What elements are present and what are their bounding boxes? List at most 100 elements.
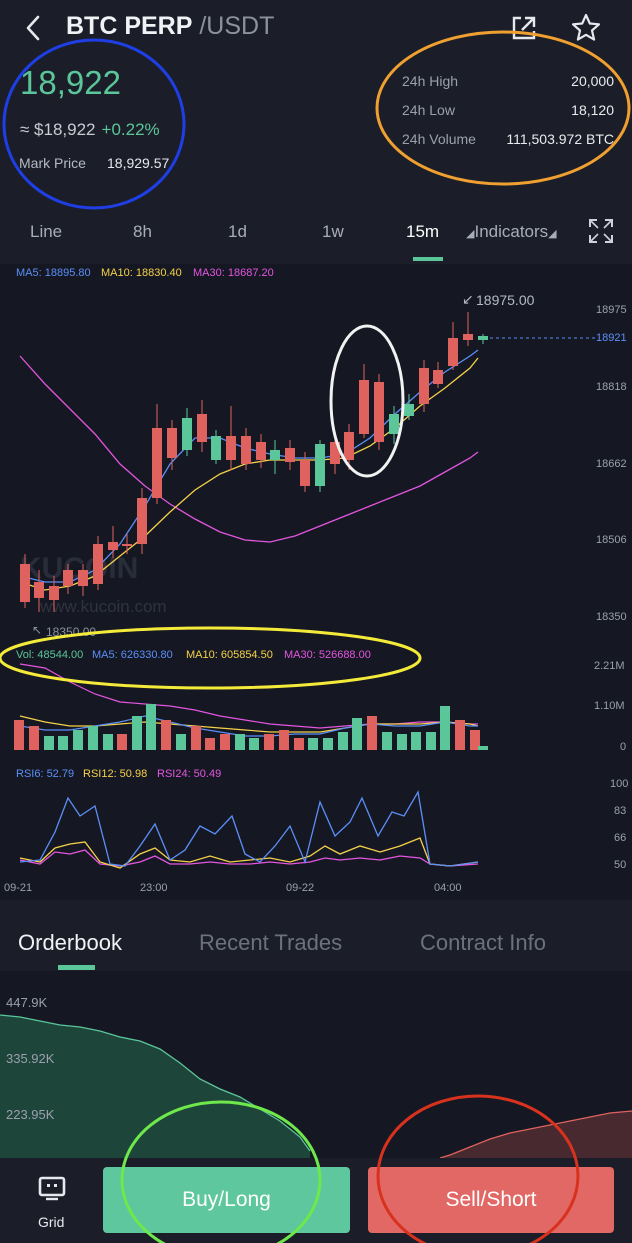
- stat-high-label: 24h High: [402, 73, 459, 89]
- low-marker: 18350.00: [46, 625, 96, 639]
- volume-bar: [235, 734, 245, 750]
- bottom-annotations: [120, 1094, 580, 1243]
- x-label-3: 09-22: [286, 882, 314, 894]
- volume-bar: [411, 732, 421, 750]
- candle-body: [389, 414, 399, 434]
- watermark-url: www.kucoin.com: [39, 597, 167, 616]
- candle-body: [182, 418, 192, 450]
- vol-label-2: 1.10M: [594, 700, 625, 712]
- tab-8h[interactable]: 8h: [133, 222, 152, 241]
- price-change: +0.22%: [101, 120, 160, 139]
- candle-body: [93, 544, 103, 584]
- volume-bar: [470, 730, 480, 750]
- ma5-line: [19, 349, 479, 583]
- depth-chart[interactable]: 447.9K 335.92K 223.95K: [0, 971, 632, 1158]
- candle-body: [49, 586, 59, 600]
- rsi12-line: [19, 837, 479, 869]
- mark-price-label: Mark Price: [19, 155, 86, 171]
- annotation-circle-white: [329, 324, 405, 478]
- vol-label-3: 0: [620, 741, 626, 753]
- ma30-legend: MA30: 18687.20: [193, 267, 274, 279]
- x-label-4: 04:00: [434, 882, 462, 894]
- candle-body: [78, 570, 88, 586]
- vol-ma5-line: [19, 715, 478, 737]
- volume-bar: [323, 738, 333, 750]
- vol-legend: Vol: 48544.00: [16, 649, 83, 661]
- ask-depth-line: [439, 1110, 632, 1158]
- current-price-label: 18921: [596, 332, 627, 344]
- stat-low-label: 24h Low: [402, 102, 455, 118]
- chart-panel[interactable]: [0, 264, 632, 900]
- triangle-left-icon: ◢: [466, 228, 475, 240]
- volume-bar: [176, 734, 186, 750]
- candlestick-chart[interactable]: MA5: 18895.80 MA10: 18830.40 MA30: 18687…: [0, 264, 632, 900]
- candle-body: [344, 432, 354, 460]
- fullscreen-icon[interactable]: [588, 218, 614, 244]
- candle-body: [419, 368, 429, 404]
- y-label-1: 18975: [596, 304, 627, 316]
- tab-1w[interactable]: 1w: [322, 222, 344, 241]
- candle-body: [285, 448, 295, 462]
- ask-depth-area: [440, 1111, 632, 1158]
- rsi-label-1: 100: [610, 778, 628, 790]
- high-marker: 18975.00: [476, 292, 535, 308]
- candle-body: [448, 338, 458, 366]
- depth-label-1: 447.9K: [6, 995, 48, 1010]
- candle-body: [108, 542, 118, 550]
- x-label-1: 09-21: [4, 882, 32, 894]
- orderbook-tabs: Orderbook Recent Trades Contract Info: [0, 915, 632, 971]
- candle-body: [211, 436, 221, 460]
- candles-group: [20, 312, 488, 612]
- tab-indicator: [413, 257, 443, 261]
- volume-bar: [117, 734, 127, 750]
- annotation-circle-blue: [2, 38, 186, 210]
- candle-body: [359, 380, 369, 434]
- tab-15m[interactable]: 15m: [406, 222, 440, 241]
- back-icon[interactable]: [22, 14, 46, 42]
- tab-contract-info[interactable]: Contract Info: [420, 930, 546, 955]
- tab-recent-trades[interactable]: Recent Trades: [199, 930, 343, 955]
- tab-indicators[interactable]: ◢Indicators◢: [466, 222, 557, 242]
- volume-bar: [279, 730, 289, 750]
- candle-body: [374, 382, 384, 442]
- approx-value: ≈ $18,922: [20, 120, 96, 139]
- stat-high-value: 20,000: [571, 73, 614, 89]
- stat-volume-label: 24h Volume: [402, 131, 476, 147]
- tab-1d[interactable]: 1d: [228, 222, 247, 241]
- candle-body: [315, 444, 325, 486]
- candle-body: [197, 414, 207, 442]
- candle-body: [122, 544, 132, 546]
- buy-long-button[interactable]: Buy/Long: [103, 1167, 350, 1233]
- y-label-5: 18350: [596, 611, 627, 623]
- candle-body: [34, 582, 44, 598]
- tab-orderbook[interactable]: Orderbook: [18, 930, 122, 955]
- volume-bar: [88, 726, 98, 750]
- vol-ma30-legend: MA30: 526688.00: [284, 649, 371, 661]
- annotation-circle-orange: [375, 30, 631, 186]
- candle-body: [270, 450, 280, 460]
- vol-ma5-legend: MA5: 626330.80: [92, 649, 173, 661]
- volume-bar: [205, 738, 215, 750]
- candle-body: [241, 436, 251, 464]
- rsi6-line: [19, 790, 479, 867]
- indicators-label: Indicators: [474, 222, 549, 241]
- y-label-2: 18818: [596, 381, 627, 393]
- stat-volume-value: 111,503.972 BTC: [506, 131, 614, 147]
- candle-body: [20, 564, 30, 602]
- grid-bot-icon[interactable]: [37, 1175, 67, 1201]
- depth-label-3: 223.95K: [6, 1107, 55, 1122]
- bid-depth-line: [0, 1014, 311, 1152]
- volume-bar: [73, 730, 83, 750]
- y-label-4: 18506: [596, 534, 627, 546]
- star-icon[interactable]: [570, 12, 602, 44]
- grid-label[interactable]: Grid: [38, 1214, 65, 1230]
- rsi-label-2: 83: [614, 805, 626, 817]
- mark-price-value: 18,929.57: [107, 155, 170, 171]
- tab-line[interactable]: Line: [30, 222, 63, 241]
- ma10-legend: MA10: 18830.40: [101, 267, 182, 279]
- volume-bar: [455, 720, 465, 750]
- symbol-name: BTC PERP: [66, 12, 193, 40]
- volume-bar: [264, 734, 274, 750]
- volume-bars-group: [14, 704, 488, 750]
- vol-ma30-line: [19, 663, 478, 729]
